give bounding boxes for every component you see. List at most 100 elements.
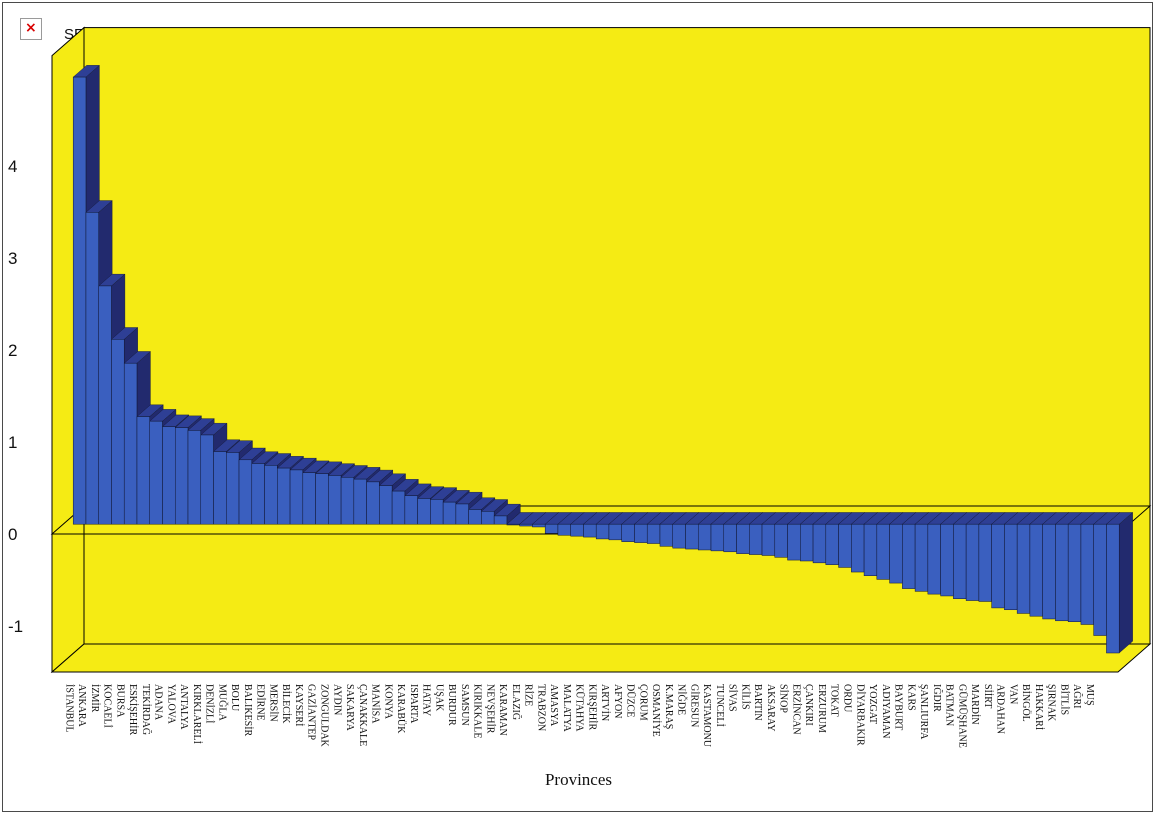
bar — [200, 434, 214, 525]
x-tick-label: DENİZLİ — [204, 684, 216, 723]
bar — [238, 459, 253, 525]
y-tick-label: 4 — [8, 157, 17, 176]
bar — [914, 523, 929, 592]
y-tick-label: 3 — [8, 249, 17, 268]
bar — [991, 523, 1005, 609]
x-tick-label: MARDİN — [969, 684, 981, 725]
bar — [800, 523, 814, 562]
bar — [570, 523, 584, 537]
bar — [213, 451, 227, 525]
x-tick-label: ÇORUM — [637, 684, 648, 721]
x-tick-label: OSMANİYE — [650, 684, 662, 737]
bar — [149, 420, 163, 525]
x-tick-label: KARAMAN — [497, 684, 508, 736]
x-tick-label: ADIYAMAN — [880, 684, 891, 738]
bar — [697, 523, 712, 551]
x-tick-label: KOCAELİ — [102, 684, 114, 728]
x-tick-label: ÇANKIRI — [803, 684, 814, 726]
x-tick-label: AKSARAY — [765, 684, 776, 731]
bar — [1106, 523, 1120, 654]
bar — [506, 523, 520, 526]
bar — [1029, 523, 1043, 617]
x-tick-label: BOLU — [229, 684, 240, 712]
bar — [468, 509, 482, 525]
y-tick-label: 0 — [8, 525, 17, 544]
x-tick-label: KAYSERİ — [293, 684, 305, 726]
x-tick-label: YALOVA — [165, 684, 176, 725]
bar — [379, 485, 393, 525]
bar — [749, 523, 763, 555]
bar — [838, 523, 852, 568]
x-tick-label: ISPARTA — [408, 684, 419, 724]
y-tick-label: -1 — [8, 617, 23, 636]
bar — [251, 463, 265, 525]
bar — [1055, 523, 1069, 622]
x-tick-label: UŞAK — [433, 684, 444, 712]
x-tick-label: AFYON — [612, 684, 623, 718]
x-tick-label: KARS — [905, 684, 916, 711]
x-tick-label: NEVŞEHİR — [484, 684, 496, 734]
x-tick-label: MANİSA — [370, 684, 382, 724]
x-tick-label: KIRKLARELİ — [191, 684, 203, 744]
bar — [557, 523, 571, 536]
bar — [532, 523, 546, 528]
bar — [965, 523, 980, 601]
x-tick-label: NİĞDE — [676, 684, 688, 715]
x-tick-label: MALATYA — [561, 684, 572, 733]
x-tick-label: DİYARBAKIR — [854, 684, 866, 746]
x-tick-label: KIRŞEHİR — [586, 684, 598, 730]
bar — [634, 523, 648, 543]
bar — [672, 523, 686, 549]
bar — [391, 490, 406, 525]
bar — [646, 523, 661, 544]
x-tick-label: MUŞ — [1084, 684, 1095, 706]
bar — [595, 523, 610, 540]
x-tick-label: ZONGULDAK — [319, 684, 330, 748]
bar — [1093, 523, 1107, 636]
bar — [621, 523, 635, 542]
x-tick-label: SİİRT — [982, 684, 994, 708]
x-tick-label: SAMSUN — [459, 684, 470, 726]
bar — [825, 523, 839, 565]
x-tick-label: BAYBURT — [893, 684, 904, 730]
x-tick-label: ARTVİN — [599, 684, 611, 721]
bar — [481, 511, 495, 525]
x-tick-label: K.MARAŞ — [663, 684, 674, 729]
bar — [583, 523, 597, 538]
x-tick-label: YOZGAT — [867, 684, 878, 724]
x-tick-label: KONYA — [382, 684, 393, 720]
x-tick-label: ELAZIĞ — [510, 684, 522, 720]
x-tick-label: SİVAS — [727, 684, 739, 712]
y-tick-label: 1 — [8, 433, 17, 452]
x-tick-label: ERZİNCAN — [790, 684, 802, 735]
x-tick-label: TEKİRDAĞ — [140, 684, 152, 735]
chart-floor — [50, 643, 1152, 673]
bar — [430, 499, 444, 525]
x-tick-label: MERSİN — [267, 684, 279, 722]
bar — [851, 523, 865, 573]
x-tick-label: BURSA — [114, 684, 125, 718]
x-tick-label: IĞDIR — [931, 684, 943, 712]
bar — [685, 523, 699, 550]
bar — [315, 473, 329, 525]
x-tick-label: BATMAN — [944, 684, 955, 726]
bar — [544, 523, 559, 534]
x-tick-label: KİLİS — [739, 684, 751, 710]
bar — [328, 475, 342, 525]
bar — [876, 523, 890, 580]
bar — [940, 523, 954, 597]
bar — [978, 523, 992, 602]
x-tick-label: KÜTAHYA — [574, 684, 586, 732]
x-tick-label: KARABÜK — [395, 684, 407, 734]
x-tick-label: BALIKESİR — [242, 684, 254, 737]
x-tick-label: MUĞLA — [216, 684, 228, 721]
x-tick-label: GAZİANTEP — [306, 684, 318, 741]
x-tick-label: DÜZCE — [625, 684, 637, 717]
x-tick-label: ANTALYA — [178, 684, 189, 730]
bar — [902, 523, 916, 589]
x-tick-label: GÜMÜŞHANE — [956, 684, 968, 748]
x-tick-label: AĞRI — [1071, 684, 1083, 708]
x-tick-label: HATAY — [421, 684, 432, 716]
x-tick-label: GİRESUN — [688, 684, 700, 727]
x-tick-label: SAKARYA — [344, 684, 355, 731]
